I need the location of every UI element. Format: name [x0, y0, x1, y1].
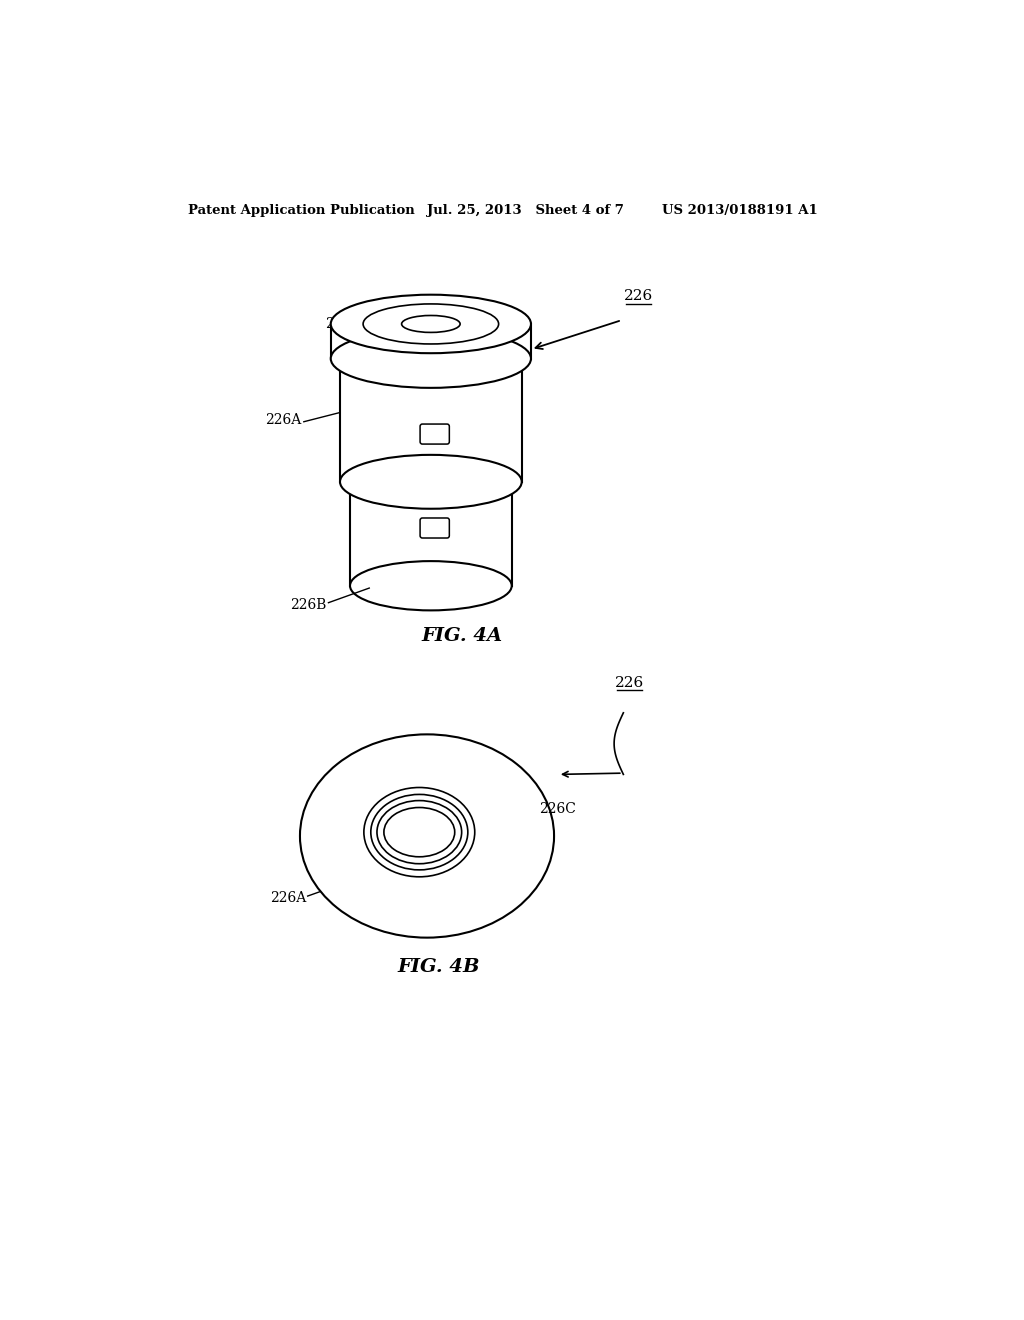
Text: 226A: 226A: [265, 413, 301, 428]
Text: Patent Application Publication: Patent Application Publication: [188, 205, 415, 218]
Ellipse shape: [300, 734, 554, 937]
Text: 226B: 226B: [291, 598, 327, 612]
Ellipse shape: [331, 294, 531, 354]
Ellipse shape: [384, 808, 455, 857]
FancyBboxPatch shape: [420, 517, 450, 539]
Text: FIG. 4A: FIG. 4A: [421, 627, 502, 644]
Text: FIG. 4B: FIG. 4B: [397, 958, 480, 975]
Ellipse shape: [331, 330, 531, 388]
FancyBboxPatch shape: [420, 424, 450, 444]
Ellipse shape: [371, 795, 468, 870]
Text: 226C: 226C: [539, 803, 575, 816]
Text: 226A: 226A: [270, 891, 306, 904]
Text: 226: 226: [625, 289, 653, 304]
Ellipse shape: [401, 315, 460, 333]
Ellipse shape: [364, 304, 499, 345]
Text: US 2013/0188191 A1: US 2013/0188191 A1: [662, 205, 817, 218]
Text: 226C: 226C: [325, 317, 361, 331]
Ellipse shape: [340, 455, 521, 508]
Ellipse shape: [364, 788, 475, 876]
Ellipse shape: [350, 561, 512, 610]
Ellipse shape: [340, 331, 521, 385]
Text: 226: 226: [614, 676, 644, 689]
Text: Jul. 25, 2013   Sheet 4 of 7: Jul. 25, 2013 Sheet 4 of 7: [427, 205, 624, 218]
Ellipse shape: [377, 800, 462, 863]
